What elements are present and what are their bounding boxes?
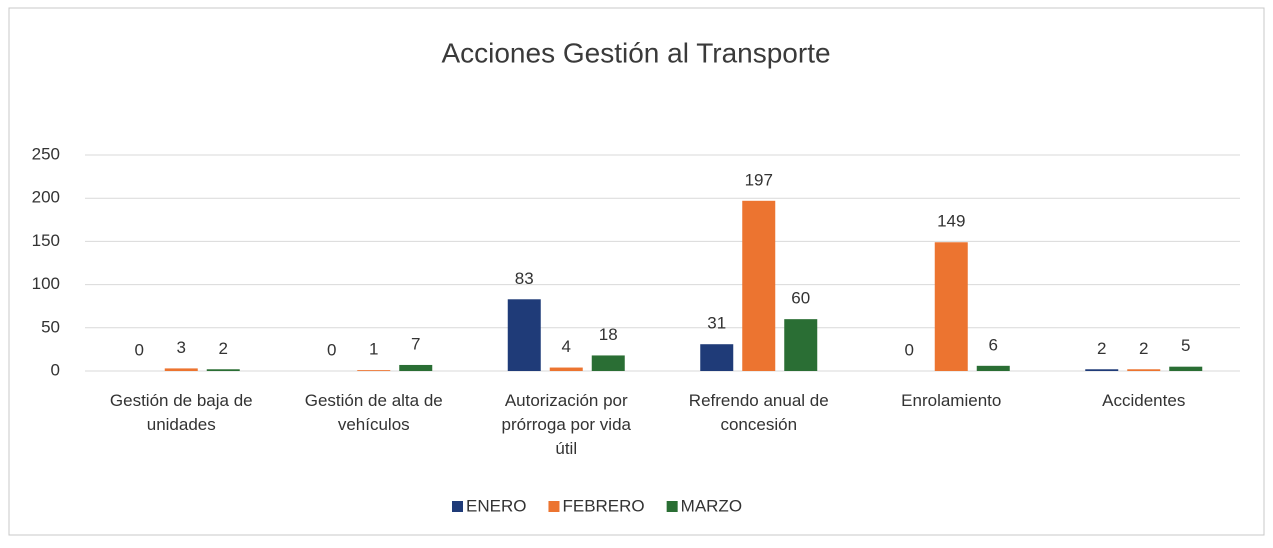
bar <box>700 344 734 371</box>
bar <box>1169 366 1203 371</box>
chart-frame <box>8 7 1265 536</box>
chart-title: Acciones Gestión al Transporte <box>441 37 830 68</box>
y-tick-label: 250 <box>32 144 60 163</box>
x-tick-label: Gestión de baja de unidades <box>110 391 253 434</box>
bar <box>1085 369 1119 371</box>
data-label: 0 <box>905 340 914 359</box>
data-label: 18 <box>599 325 618 344</box>
data-label: 2 <box>1097 339 1106 358</box>
legend-label: FEBRERO <box>562 496 644 515</box>
y-tick-label: 50 <box>41 317 60 336</box>
data-label: 4 <box>562 337 571 356</box>
legend-swatch <box>666 501 678 512</box>
data-label: 7 <box>411 334 420 353</box>
data-label: 3 <box>177 338 186 357</box>
y-tick-label: 0 <box>51 360 60 379</box>
x-tick-label: Gestión de alta de vehículos <box>305 391 443 434</box>
legend-swatch <box>548 501 560 512</box>
data-label: 5 <box>1181 336 1190 355</box>
bar <box>591 355 625 371</box>
bar <box>976 365 1010 371</box>
legend-swatch <box>452 501 463 512</box>
data-label: 0 <box>327 340 336 359</box>
x-tick-label: Autorización por prórroga por vida útil <box>502 391 632 458</box>
x-tick-label: Refrendo anual de concesión <box>689 391 829 434</box>
data-label: 83 <box>515 269 534 288</box>
bar <box>549 367 583 371</box>
x-tick-label: Accidentes <box>1102 391 1185 410</box>
data-label: 6 <box>989 335 998 354</box>
bar <box>206 369 240 371</box>
bar <box>507 299 541 371</box>
bar <box>784 319 818 371</box>
bar <box>164 368 198 371</box>
data-label: 2 <box>1139 339 1148 358</box>
data-label: 149 <box>937 212 965 231</box>
x-tick-label: Enrolamiento <box>901 391 1001 410</box>
bar <box>1127 369 1161 371</box>
legend-label: ENERO <box>466 496 526 515</box>
bar <box>934 242 968 371</box>
y-tick-label: 200 <box>32 188 60 207</box>
data-label: 60 <box>791 289 810 308</box>
bar <box>399 364 433 371</box>
bar <box>742 200 776 371</box>
y-tick-label: 100 <box>32 274 60 293</box>
data-label: 2 <box>219 339 228 358</box>
y-tick-label: 150 <box>32 231 60 250</box>
data-label: 1 <box>369 340 378 359</box>
legend-label: MARZO <box>681 496 742 515</box>
bar <box>357 370 391 371</box>
data-label: 31 <box>707 314 726 333</box>
data-label: 0 <box>135 340 144 359</box>
data-label: 197 <box>745 170 773 189</box>
